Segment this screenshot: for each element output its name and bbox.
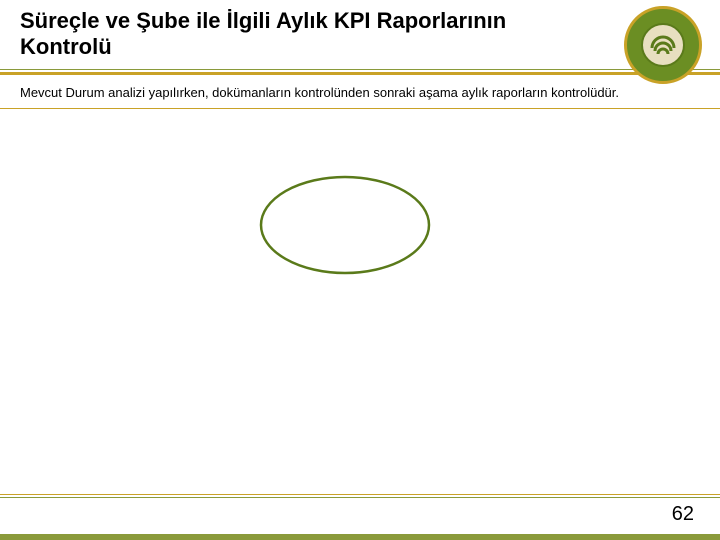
page-title: Süreçle ve Şube ile İlgili Aylık KPI Rap… <box>20 8 580 61</box>
wifi-fan-icon <box>650 32 676 58</box>
footer-rule-olive <box>0 497 720 498</box>
logo-badge <box>624 6 702 84</box>
ellipse-shape <box>261 177 429 273</box>
slide: Süreçle ve Şube ile İlgili Aylık KPI Rap… <box>0 0 720 540</box>
ellipse-diagram <box>250 170 440 280</box>
footer-rules <box>0 494 720 498</box>
header: Süreçle ve Şube ile İlgili Aylık KPI Rap… <box>0 0 720 67</box>
rule-thin-gold <box>0 108 720 109</box>
logo-inner-circle <box>641 23 685 67</box>
page-number: 62 <box>672 503 694 526</box>
body-paragraph: Mevcut Durum analizi yapılırken, doküman… <box>0 75 720 102</box>
bottom-accent-bar <box>0 534 720 540</box>
logo-outer-ring <box>624 6 702 84</box>
body-rule <box>0 108 720 109</box>
